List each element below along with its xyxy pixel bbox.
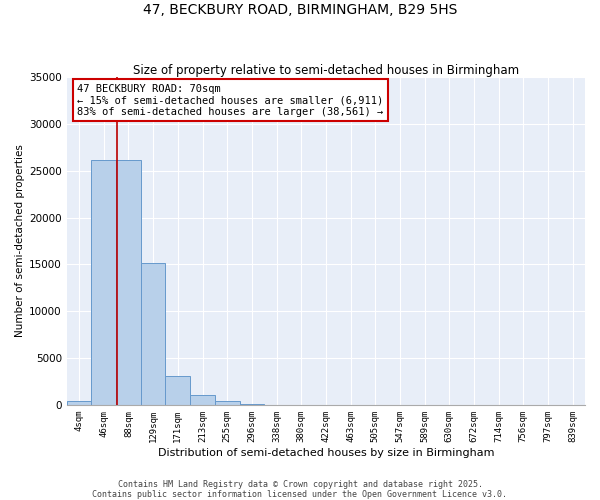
Bar bbox=[67, 401, 91, 405]
Y-axis label: Number of semi-detached properties: Number of semi-detached properties bbox=[15, 144, 25, 338]
Text: Contains HM Land Registry data © Crown copyright and database right 2025.
Contai: Contains HM Land Registry data © Crown c… bbox=[92, 480, 508, 499]
Bar bbox=[116, 160, 141, 405]
Bar bbox=[166, 376, 190, 405]
Bar bbox=[215, 400, 239, 405]
Title: Size of property relative to semi-detached houses in Birmingham: Size of property relative to semi-detach… bbox=[133, 64, 519, 77]
Text: 47, BECKBURY ROAD, BIRMINGHAM, B29 5HS: 47, BECKBURY ROAD, BIRMINGHAM, B29 5HS bbox=[143, 2, 457, 16]
Bar bbox=[239, 404, 264, 405]
Text: 47 BECKBURY ROAD: 70sqm
← 15% of semi-detached houses are smaller (6,911)
83% of: 47 BECKBURY ROAD: 70sqm ← 15% of semi-de… bbox=[77, 84, 383, 117]
X-axis label: Distribution of semi-detached houses by size in Birmingham: Distribution of semi-detached houses by … bbox=[158, 448, 494, 458]
Bar bbox=[91, 160, 116, 405]
Bar bbox=[141, 264, 166, 405]
Bar bbox=[190, 394, 215, 405]
